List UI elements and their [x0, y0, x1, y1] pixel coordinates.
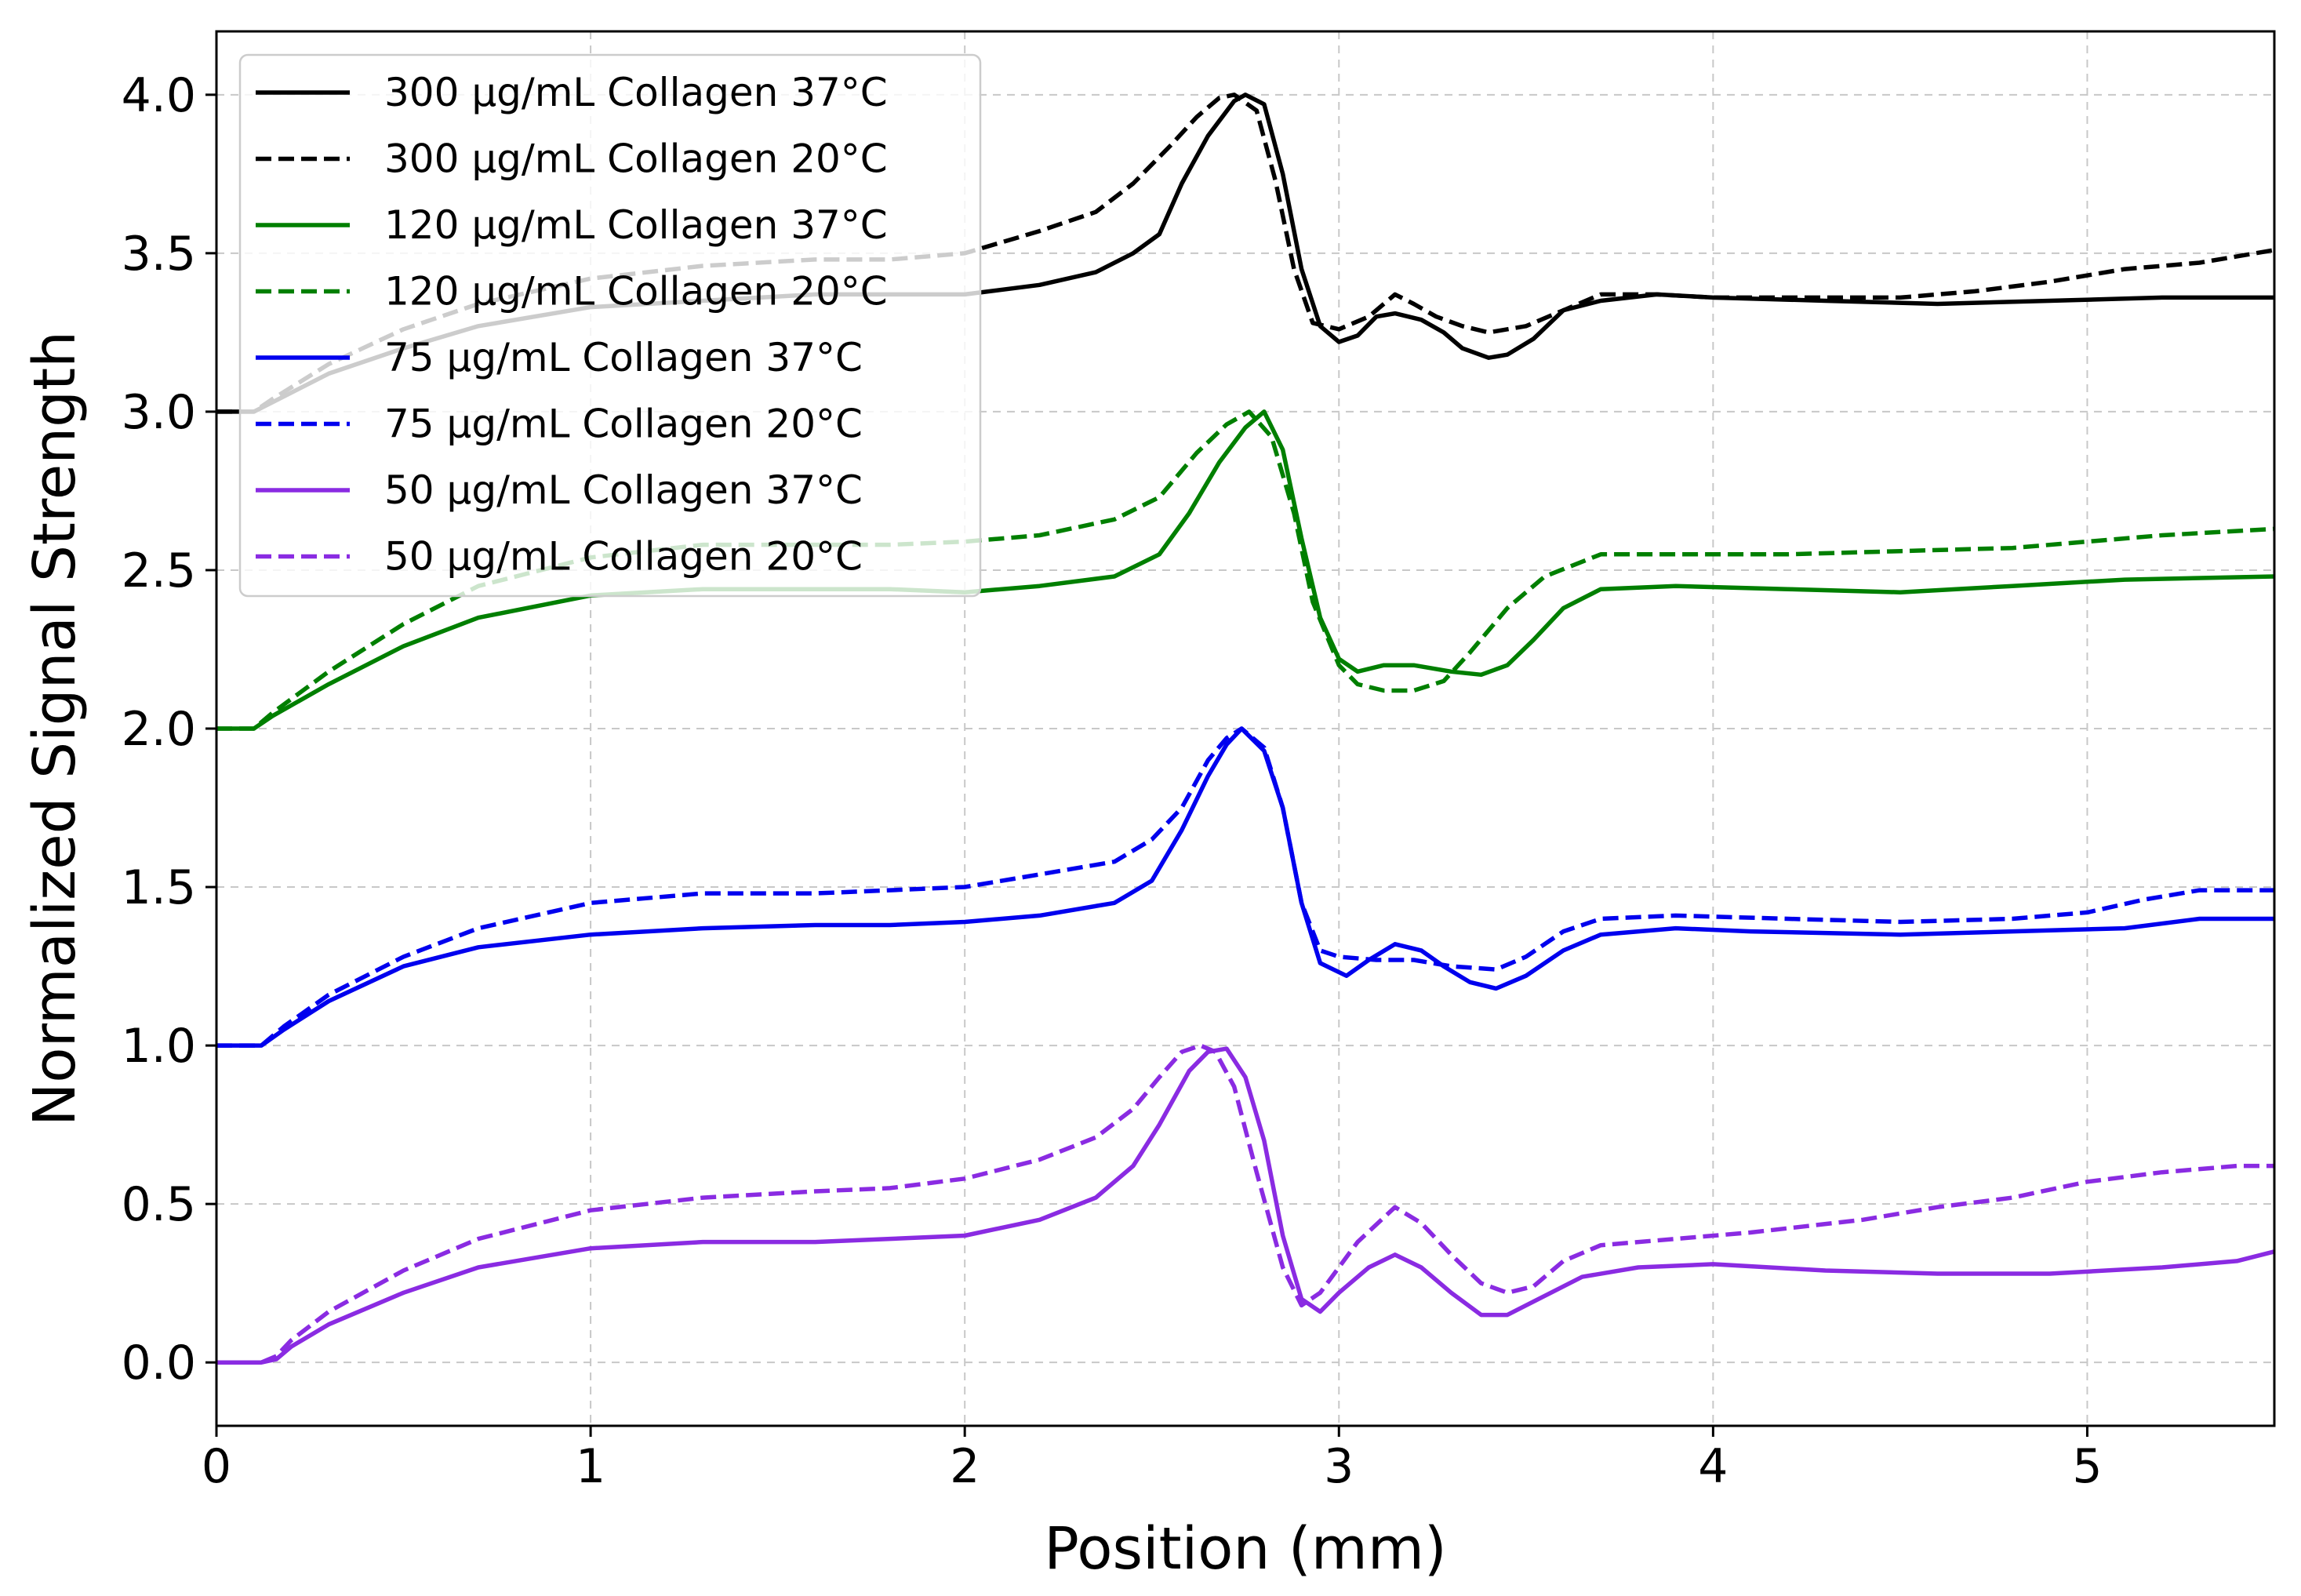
x-tick-label: 2 [950, 1439, 980, 1494]
y-tick-label: 0.0 [122, 1336, 196, 1391]
legend-label-7: 50 µg/mL Collagen 37°C [384, 467, 863, 513]
y-axis-ticks: 0.0 0.5 1.0 1.5 2.0 2.5 3.0 3.5 4.0 [122, 68, 216, 1391]
y-tick-label: 1.5 [122, 860, 196, 915]
series-line-7 [216, 1046, 2275, 1365]
legend-entries: 300 µg/mL Collagen 37°C 300 µg/mL Collage… [256, 70, 888, 580]
x-axis-title: Position (mm) [1044, 1515, 1447, 1583]
legend-box [238, 53, 982, 598]
y-tick-label: 3.0 [122, 385, 196, 440]
x-tick-label: 4 [1698, 1439, 1728, 1494]
legend-label-6: 75 µg/mL Collagen 20°C [384, 402, 863, 447]
y-tick-label: 3.5 [122, 227, 196, 282]
y-tick-label: 0.5 [122, 1177, 196, 1232]
y-axis-title: Normalized Signal Strength [21, 331, 89, 1126]
legend-label-8: 50 µg/mL Collagen 20°C [384, 534, 863, 580]
y-tick-label: 2.5 [122, 544, 196, 598]
legend-label-2: 300 µg/mL Collagen 20°C [384, 136, 888, 182]
legend: 300 µg/mL Collagen 37°C 300 µg/mL Collage… [238, 53, 982, 598]
y-tick-label: 1.0 [122, 1019, 196, 1074]
series-line-6 [216, 726, 2274, 1048]
x-tick-label: 1 [576, 1439, 605, 1494]
x-tick-label: 3 [1324, 1439, 1354, 1494]
y-tick-label: 4.0 [122, 68, 196, 123]
y-tick-label: 2.0 [122, 702, 196, 757]
x-tick-label: 5 [2072, 1439, 2102, 1494]
x-axis-ticks: 0 1 2 3 4 5 [202, 1426, 2103, 1494]
legend-label-4: 120 µg/mL Collagen 20°C [384, 269, 888, 314]
legend-label-5: 75 µg/mL Collagen 37°C [384, 335, 863, 380]
legend-label-1: 300 µg/mL Collagen 37°C [384, 70, 888, 115]
x-tick-label: 0 [202, 1439, 231, 1494]
series-line-8 [216, 1043, 2274, 1365]
legend-label-3: 120 µg/mL Collagen 37°C [384, 202, 888, 248]
